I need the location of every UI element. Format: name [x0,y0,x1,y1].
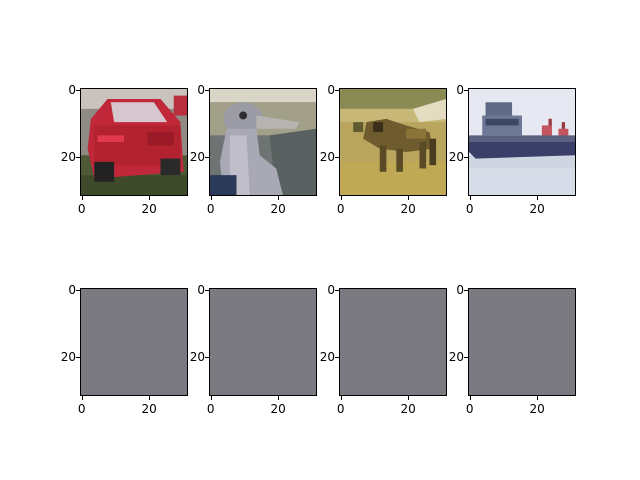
y-tick-label: 20 [189,150,205,165]
x-tick-mark [469,196,471,200]
y-tick-mark [76,289,80,291]
y-tick-mark [464,289,468,291]
image-panel-ship: 0 0 20 20 [449,84,576,215]
y-tick-label: 0 [456,282,464,297]
y-tick-mark [464,357,468,359]
x-tick-mark [340,196,342,200]
x-tick-label: 0 [465,202,474,216]
gray-image-4 [468,288,576,396]
x-tick-label: 20 [141,402,157,416]
x-tick-mark [340,396,342,400]
x-tick-mark [537,196,539,200]
y-tick-label: 0 [456,82,464,97]
image-panel-ostrich: 0 0 20 20 [190,84,317,215]
x-tick-label: 0 [336,202,345,216]
y-tick-mark [76,357,80,359]
y-tick-label: 0 [327,282,335,297]
x-tick-mark [469,396,471,400]
x-tick-label: 20 [400,402,416,416]
x-tick-mark [408,396,410,400]
x-tick-label: 20 [400,202,416,216]
y-tick-label: 0 [68,282,76,297]
y-tick-mark [335,357,339,359]
x-tick-mark [210,396,212,400]
y-tick-label: 20 [319,150,335,165]
y-tick-label: 20 [448,150,464,165]
x-tick-mark [81,196,83,200]
y-tick-label: 0 [327,82,335,97]
x-tick-mark [278,396,280,400]
y-tick-label: 20 [189,350,205,365]
gray-image-3 [339,288,447,396]
gray-image-2 [209,288,317,396]
x-tick-label: 20 [270,402,286,416]
x-tick-label: 20 [141,202,157,216]
y-tick-mark [76,157,80,159]
gray-panel-4: 0 0 20 20 [449,284,576,415]
x-tick-label: 0 [206,402,215,416]
x-tick-label: 0 [465,402,474,416]
y-tick-mark [205,157,209,159]
x-tick-mark [408,196,410,200]
ostrich-image [209,88,317,196]
x-tick-label: 0 [77,202,86,216]
gray-panel-2: 0 0 20 20 [190,284,317,415]
x-tick-label: 0 [336,402,345,416]
x-tick-label: 20 [529,202,545,216]
x-tick-mark [278,196,280,200]
image-panel-car: 0 0 20 20 [61,84,188,215]
x-tick-label: 20 [270,202,286,216]
gray-panel-1: 0 0 20 20 [61,284,188,415]
gray-image-1 [80,288,188,396]
y-tick-mark [76,89,80,91]
y-tick-label: 20 [60,150,76,165]
deer-image [339,88,447,196]
x-tick-mark [149,196,151,200]
y-tick-mark [335,89,339,91]
y-tick-label: 20 [448,350,464,365]
x-tick-mark [149,396,151,400]
y-tick-mark [464,157,468,159]
y-tick-label: 0 [197,282,205,297]
y-tick-label: 0 [68,82,76,97]
y-tick-mark [205,89,209,91]
ship-image [468,88,576,196]
x-tick-mark [537,396,539,400]
gray-panel-3: 0 0 20 20 [320,284,447,415]
y-tick-label: 0 [197,82,205,97]
y-tick-label: 20 [319,350,335,365]
car-image [80,88,188,196]
y-tick-mark [205,289,209,291]
y-tick-label: 20 [60,350,76,365]
x-tick-label: 0 [77,402,86,416]
x-tick-label: 0 [206,202,215,216]
x-tick-mark [210,196,212,200]
y-tick-mark [464,89,468,91]
x-tick-mark [81,396,83,400]
y-tick-mark [335,157,339,159]
y-tick-mark [205,357,209,359]
x-tick-label: 20 [529,402,545,416]
y-tick-mark [335,289,339,291]
image-panel-deer: 0 0 20 20 [320,84,447,215]
